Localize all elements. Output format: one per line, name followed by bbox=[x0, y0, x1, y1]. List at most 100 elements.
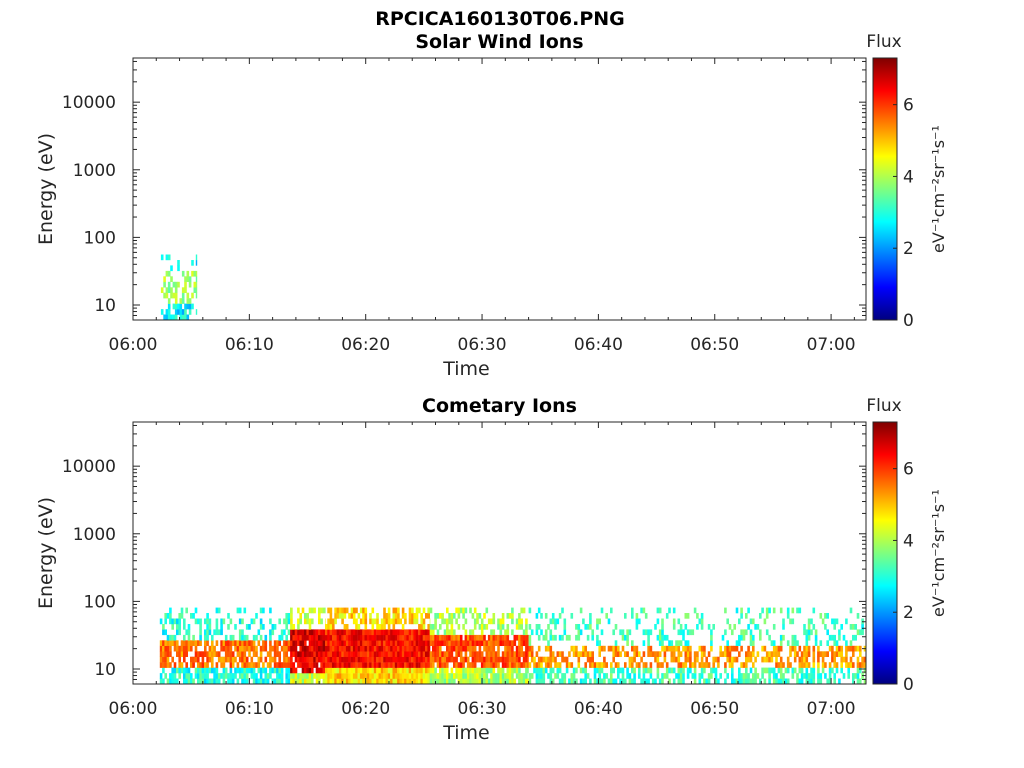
spectrogram-cell bbox=[371, 656, 375, 663]
spectrogram-cell bbox=[786, 613, 790, 619]
spectrogram-cell bbox=[436, 656, 440, 663]
spectrogram-cell bbox=[480, 673, 484, 679]
spectrogram-cell bbox=[373, 640, 377, 646]
spectrogram-cell bbox=[366, 640, 370, 646]
spectrogram-cell bbox=[264, 673, 268, 679]
spectrogram-cell bbox=[243, 678, 247, 685]
spectrogram-cell bbox=[176, 640, 179, 646]
spectrogram-cell bbox=[352, 667, 356, 674]
spectrogram-cell bbox=[343, 673, 347, 679]
spectrogram-cell bbox=[413, 651, 416, 657]
spectrogram-cell bbox=[336, 607, 340, 614]
spectrogram-cell bbox=[642, 662, 646, 668]
spectrogram-cell bbox=[497, 618, 500, 625]
spectrogram-cell bbox=[455, 607, 458, 614]
spectrogram-cell bbox=[439, 645, 442, 652]
spectrogram-cell bbox=[336, 645, 340, 652]
spectrogram-cell bbox=[469, 667, 472, 674]
spectrogram-cell bbox=[334, 656, 337, 663]
spectrogram-cell bbox=[306, 613, 309, 619]
spectrogram-cell bbox=[165, 309, 169, 315]
spectrogram-cell bbox=[525, 629, 528, 636]
spectrogram-cell bbox=[190, 645, 193, 652]
spectrogram-cell bbox=[387, 667, 391, 674]
spectrogram-cell bbox=[487, 651, 491, 657]
spectrogram-cell bbox=[499, 673, 503, 679]
spectrogram-cell bbox=[192, 634, 195, 641]
spectrogram-cell bbox=[654, 651, 657, 657]
spectrogram-cell bbox=[487, 618, 491, 625]
spectrogram-cell bbox=[184, 287, 187, 293]
spectrogram-cell bbox=[292, 651, 295, 657]
spectrogram-cell bbox=[348, 629, 351, 636]
spectrogram-cell bbox=[190, 640, 193, 646]
spectrogram-cell bbox=[686, 629, 690, 636]
spectrogram-cell bbox=[236, 667, 240, 674]
spectrogram-cell bbox=[341, 607, 344, 614]
spectrogram-cell bbox=[598, 678, 601, 685]
spectrogram-cell bbox=[508, 673, 512, 679]
spectrogram-cell bbox=[515, 662, 519, 668]
spectrogram-cell bbox=[626, 667, 629, 674]
spectrogram-cell bbox=[621, 678, 625, 685]
spectrogram-cell bbox=[506, 651, 510, 657]
spectrogram-cell bbox=[269, 634, 272, 641]
spectrogram-cell bbox=[525, 673, 528, 679]
spectrogram-cell bbox=[752, 662, 755, 668]
spectrogram-cell bbox=[188, 276, 192, 282]
colorbar-tick-label-0: 0 bbox=[903, 311, 914, 331]
spectrogram-cell bbox=[336, 634, 340, 641]
spectrogram-cell bbox=[343, 651, 347, 657]
spectrogram-cell bbox=[264, 634, 268, 641]
spectrogram-cell bbox=[194, 607, 198, 614]
spectrogram-cell bbox=[658, 651, 662, 657]
spectrogram-cell bbox=[471, 645, 475, 652]
spectrogram-cell bbox=[745, 673, 748, 679]
spectrogram-cell bbox=[273, 662, 277, 668]
spectrogram-cell bbox=[190, 678, 193, 685]
spectrogram-cell bbox=[863, 662, 867, 668]
spectrogram-cell bbox=[404, 629, 407, 636]
spectrogram-cell bbox=[501, 678, 505, 685]
spectrogram-cell bbox=[805, 656, 809, 663]
spectrogram-cell bbox=[420, 624, 423, 630]
spectrogram-cell bbox=[259, 678, 263, 685]
spectrogram-cell bbox=[369, 678, 372, 685]
spectrogram-cell bbox=[211, 667, 214, 674]
spectrogram-cell bbox=[450, 651, 454, 657]
spectrogram-cell bbox=[450, 640, 454, 646]
spectrogram-cell bbox=[679, 678, 683, 685]
spectrogram-cell bbox=[501, 624, 505, 630]
spectrogram-cell bbox=[348, 613, 351, 619]
spectrogram-cell bbox=[252, 651, 256, 657]
spectrogram-cell bbox=[700, 613, 704, 619]
spectrogram-cell bbox=[527, 656, 529, 663]
spectrogram-cell bbox=[332, 667, 335, 674]
spectrogram-cell bbox=[854, 673, 857, 679]
spectrogram-cell bbox=[779, 634, 783, 641]
spectrogram-cell bbox=[689, 667, 692, 674]
spectrogram-cell bbox=[280, 678, 284, 685]
spectrogram-cell bbox=[243, 667, 247, 674]
spectrogram-cell bbox=[847, 645, 850, 652]
spectrogram-cell bbox=[224, 656, 228, 663]
spectrogram-cell bbox=[579, 678, 583, 685]
spectrogram-cell bbox=[775, 678, 778, 685]
spectrogram-cell bbox=[568, 662, 571, 668]
spectrogram-cell bbox=[204, 618, 207, 625]
spectrogram-cell bbox=[644, 662, 648, 668]
spectrogram-cell bbox=[598, 673, 601, 679]
spectrogram-cell bbox=[575, 624, 578, 630]
spectrogram-cell bbox=[413, 613, 416, 619]
spectrogram-cell bbox=[238, 656, 242, 663]
spectrogram-cell bbox=[464, 629, 468, 636]
spectrogram-cell bbox=[453, 656, 456, 663]
spectrogram-cell bbox=[565, 667, 569, 674]
spectrogram-cell bbox=[540, 629, 543, 636]
spectrogram-cell bbox=[656, 618, 660, 625]
spectrogram-cell bbox=[269, 618, 272, 625]
spectrogram-cell bbox=[429, 678, 433, 685]
spectrogram-cell bbox=[672, 651, 676, 657]
spectrogram-cell bbox=[199, 667, 202, 674]
spectrogram-cell bbox=[434, 651, 437, 657]
